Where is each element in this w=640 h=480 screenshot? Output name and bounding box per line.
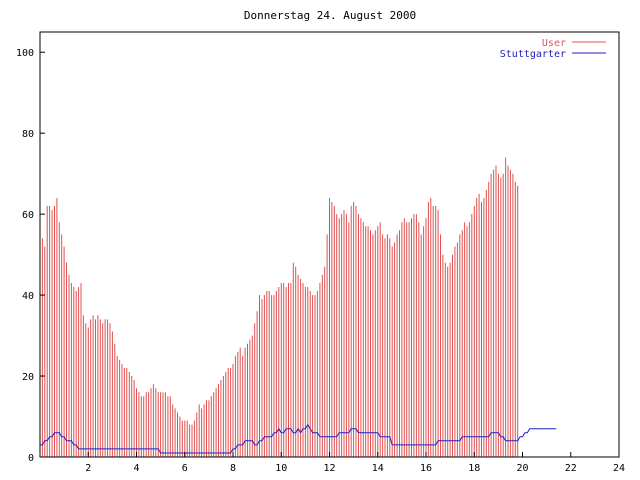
- x-tick-label: 8: [230, 463, 236, 474]
- user-series-bars: [39, 157, 519, 457]
- y-tick-label: 0: [28, 453, 34, 464]
- legend-stuttgarter-label: Stuttgarter: [500, 49, 566, 60]
- x-tick-label: 24: [613, 463, 625, 474]
- y-tick-label: 40: [22, 291, 34, 302]
- chart-title: Donnerstag 24. August 2000: [244, 9, 416, 22]
- legend-user-label: User: [542, 38, 566, 49]
- stuttgarter-series-line: [40, 423, 557, 454]
- x-tick-label: 14: [372, 463, 384, 474]
- x-axis-ticks: 2 4 6 8 10 12 14 16 18 20 22 24: [85, 452, 625, 474]
- x-tick-label: 18: [468, 463, 480, 474]
- y-tick-label: 100: [16, 48, 34, 59]
- x-tick-label: 22: [565, 463, 577, 474]
- x-tick-label: 4: [133, 463, 139, 474]
- x-tick-label: 16: [420, 463, 432, 474]
- y-tick-label: 80: [22, 129, 34, 140]
- x-tick-label: 2: [85, 463, 91, 474]
- x-tick-label: 10: [275, 463, 287, 474]
- y-tick-label: 20: [22, 372, 34, 383]
- x-tick-label: 20: [516, 463, 528, 474]
- y-tick-label: 60: [22, 210, 34, 221]
- legend: User Stuttgarter: [500, 38, 606, 60]
- x-tick-label: 6: [182, 463, 188, 474]
- y-axis-ticks: 0 20 40 60 80 100: [16, 48, 45, 464]
- x-tick-label: 12: [323, 463, 335, 474]
